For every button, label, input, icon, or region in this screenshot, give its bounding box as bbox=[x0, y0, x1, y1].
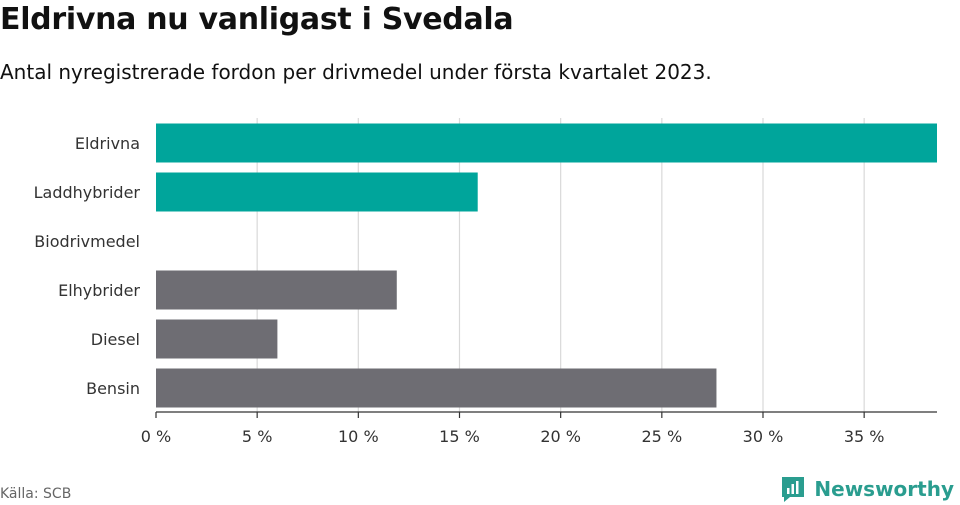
x-tick-label: 20 % bbox=[540, 427, 581, 446]
category-label: Elhybrider bbox=[58, 281, 140, 300]
bar bbox=[156, 172, 478, 212]
bar-chart: Eldrivna Laddhybrider Biodrivmedel Elhybrid… bbox=[34, 118, 937, 446]
x-tick-label: 25 % bbox=[642, 427, 683, 446]
source-note: Källa: SCB bbox=[0, 486, 72, 502]
bar bbox=[156, 270, 397, 310]
x-tick-label: 35 % bbox=[844, 427, 885, 446]
x-tick-label: 30 % bbox=[743, 427, 784, 446]
bar bbox=[156, 319, 278, 359]
category-label: Eldrivna bbox=[75, 134, 140, 153]
chart-subtitle: Antal nyregistrerade fordon per drivmede… bbox=[0, 60, 712, 84]
bar bbox=[156, 123, 937, 163]
x-tick-label: 15 % bbox=[439, 427, 480, 446]
x-tick-label: 5 % bbox=[242, 427, 272, 446]
x-tick-label: 10 % bbox=[338, 427, 379, 446]
brand-name: Newsworthy bbox=[814, 477, 954, 501]
category-label: Laddhybrider bbox=[34, 183, 141, 202]
newsworthy-logo-icon bbox=[782, 477, 805, 502]
x-tick-label: 0 % bbox=[141, 427, 171, 446]
category-label: Bensin bbox=[86, 379, 140, 398]
chart-title: Eldrivna nu vanligast i Svedala bbox=[0, 2, 514, 37]
brand-logo: Newsworthy bbox=[780, 475, 954, 503]
bar bbox=[156, 368, 717, 408]
category-label: Biodrivmedel bbox=[34, 232, 140, 251]
category-label: Diesel bbox=[91, 330, 140, 349]
